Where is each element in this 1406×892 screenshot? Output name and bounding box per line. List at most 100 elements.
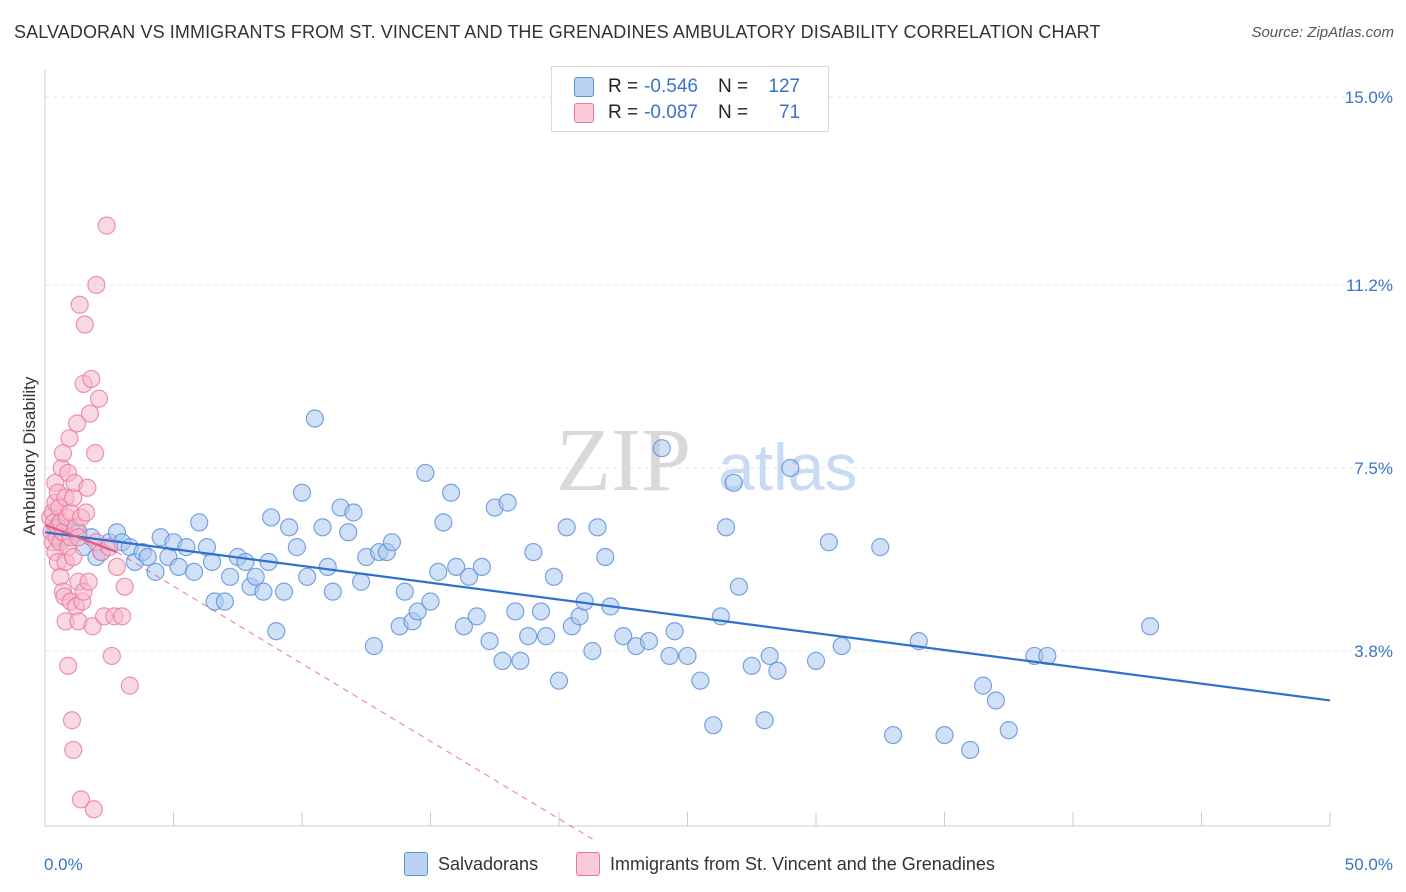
salvadoran-point (382, 533, 402, 552)
legend-r-label: R = (608, 76, 639, 97)
salvadoran-point (781, 458, 800, 478)
salvadoran-point (298, 567, 317, 586)
salvadoran-point (344, 503, 363, 522)
bottom-legend-label: Immigrants from St. Vincent and the Gren… (610, 853, 995, 874)
salvadoran-point (544, 567, 563, 586)
immigrant-point (64, 740, 83, 760)
salvadoran-trend-line (44, 531, 1331, 702)
salvadoran-point (138, 547, 157, 567)
immigrant-point (89, 389, 109, 408)
bottom-legend-swatch-blue (404, 852, 428, 876)
salvadoran-point (236, 552, 255, 572)
salvadoran-point (660, 646, 679, 666)
salvadoran-point (292, 483, 312, 502)
legend-swatch-blue (574, 77, 594, 97)
legend-row-salvadorans: R = -0.546 N = 127 (574, 74, 800, 100)
salvadoran-point (1140, 617, 1160, 636)
y-tick-label: 15.0% (1345, 88, 1393, 107)
salvadoran-point (408, 602, 427, 621)
immigrant-point (83, 617, 102, 636)
immigrant-point (107, 557, 127, 577)
salvadoran-point (146, 562, 165, 581)
chart-title: SALVADORAN VS IMMIGRANTS FROM ST. VINCEN… (14, 22, 1101, 42)
immigrant-point (71, 790, 91, 809)
legend-r-value: -0.087 (644, 102, 698, 123)
immigrant-point (78, 478, 97, 497)
series-1 (41, 216, 139, 819)
salvadoran-point (480, 632, 499, 651)
salvadoran-point (262, 508, 281, 527)
salvadoran-point (755, 711, 774, 730)
salvadoran-point (246, 567, 265, 586)
legend-n-label: N = (717, 102, 749, 123)
immigrant-point (86, 444, 105, 463)
salvadoran-point (588, 518, 607, 537)
salvadoran-point (678, 646, 697, 666)
salvadoran-point (549, 671, 569, 690)
salvadoran-point (364, 636, 384, 656)
salvadoran-point (472, 557, 491, 577)
salvadoran-point (498, 493, 517, 512)
salvadoran-point (768, 661, 787, 680)
salvadoran-point (819, 533, 838, 552)
grid-lines (45, 96, 1390, 652)
legend-n-value: 127 (768, 76, 801, 97)
salvadoran-point (716, 518, 736, 537)
immigrant-trend-line (44, 523, 118, 554)
salvadoran-point (883, 725, 903, 745)
salvadoran-point (454, 617, 474, 636)
salvadoran-point (305, 409, 324, 428)
salvadoran-point (511, 651, 530, 670)
watermark-zip: ZIP (556, 411, 691, 510)
immigrant-point (62, 711, 82, 730)
salvadoran-point (459, 567, 479, 586)
legend-n-value: 71 (778, 102, 801, 123)
salvadoran-point (184, 562, 204, 581)
salvadoran-point (220, 567, 240, 586)
salvadoran-point (447, 557, 466, 577)
salvadoran-point (318, 557, 337, 577)
salvadoran-point (434, 513, 453, 532)
correlation-legend: R = -0.546 N = 127 R = -0.087 N = 71 (551, 66, 829, 132)
immigrant-point (64, 547, 83, 567)
immigrant-point (68, 414, 87, 433)
salvadoran-point (729, 577, 749, 596)
salvadoran-point (519, 627, 538, 646)
immigrant-point (70, 295, 89, 314)
immigrant-point (80, 404, 100, 423)
bottom-legend-immigrants: Immigrants from St. Vincent and the Gren… (576, 852, 995, 876)
salvadoran-point (267, 622, 286, 641)
immigrant-point (60, 429, 79, 448)
salvadoran-point (339, 523, 358, 542)
immigrant-point (75, 315, 94, 334)
salvadoran-point (441, 483, 461, 502)
salvadoran-point (323, 582, 342, 601)
immigrant-point (87, 275, 106, 295)
salvadoran-point (614, 627, 633, 646)
salvadoran-point (935, 725, 954, 745)
immigrant-point (77, 503, 96, 522)
salvadoran-point (724, 473, 743, 492)
salvadoran-point (215, 592, 234, 611)
salvadoran-point (665, 622, 684, 641)
salvadoran-point (986, 691, 1006, 710)
bottom-legend-swatch-pink (576, 852, 600, 876)
salvadoran-point (531, 602, 551, 621)
immigrant-point (115, 577, 134, 596)
salvadoran-point (177, 538, 196, 557)
source-label: Source: ZipAtlas.com (1251, 24, 1394, 41)
salvadoran-point (429, 562, 448, 581)
salvadoran-point (596, 547, 615, 567)
salvadoran-point (287, 538, 306, 557)
immigrant-point (84, 800, 103, 819)
legend-r-value: -0.546 (644, 76, 698, 97)
legend-r-label: R = (608, 102, 639, 123)
salvadoran-point (467, 607, 486, 626)
salvadoran-point (524, 542, 543, 562)
salvadoran-point (871, 538, 890, 557)
salvadoran-point (832, 636, 851, 656)
immigrant-trend-extension (116, 551, 593, 840)
salvadoran-point (691, 671, 710, 690)
salvadoran-point (313, 518, 332, 537)
